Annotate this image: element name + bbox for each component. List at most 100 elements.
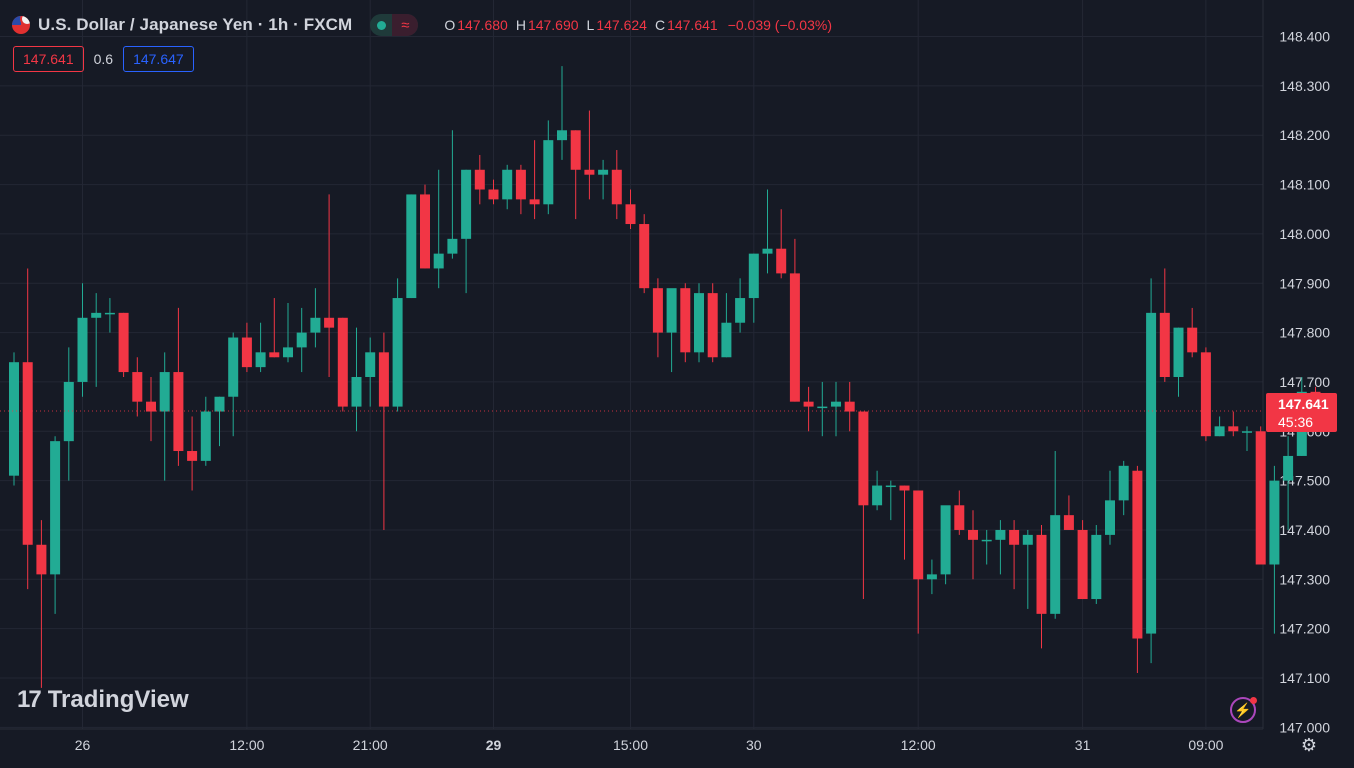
x-tick-label: 12:00 xyxy=(229,737,264,753)
sell-button[interactable]: 147.641 xyxy=(13,46,84,72)
y-tick-label: 147.100 xyxy=(1279,670,1330,686)
candle-body xyxy=(365,352,376,377)
candle-body xyxy=(146,401,156,412)
candle-body xyxy=(1036,534,1047,614)
x-tick-label: 12:00 xyxy=(901,737,936,753)
bar-countdown: 45:36 xyxy=(1278,414,1314,430)
tradingview-mark-icon: 17 xyxy=(17,686,42,713)
candle-body xyxy=(351,377,362,407)
candle-body xyxy=(173,372,184,452)
candle-body xyxy=(1187,327,1198,353)
candle-body xyxy=(515,169,526,200)
candle-body xyxy=(1091,534,1102,600)
candle-body xyxy=(1050,515,1061,614)
symbol-title[interactable]: U.S. Dollar / Japanese Yen · 1h · FXCM xyxy=(38,15,353,34)
candle-body xyxy=(748,253,759,299)
candle-body xyxy=(461,169,472,239)
market-open-icon xyxy=(370,20,392,30)
candle-body xyxy=(543,140,554,205)
candle-body xyxy=(721,322,732,358)
candle-body xyxy=(283,347,293,358)
candle-body xyxy=(735,298,746,323)
ohlc-values: O 147.680 H 147.690 L 147.624 C 147.641 −0.0… xyxy=(438,17,832,33)
y-tick-label: 147.000 xyxy=(1279,719,1330,735)
tradingview-logo[interactable]: 17 TradingView xyxy=(17,686,189,714)
y-tick-label: 147.900 xyxy=(1279,275,1330,291)
x-tick-label: 31 xyxy=(1075,737,1091,753)
candle-body xyxy=(296,332,307,348)
candle-body xyxy=(1105,500,1115,535)
candle-body xyxy=(488,189,499,200)
candle-body xyxy=(858,411,869,506)
candle-body xyxy=(1077,529,1088,600)
candle-body xyxy=(337,317,348,407)
ohlc-high: 147.690 xyxy=(527,17,579,33)
candle-body xyxy=(652,288,663,333)
ohlc-key-high: H xyxy=(515,17,526,33)
candle-body xyxy=(50,441,61,575)
y-tick-label: 147.400 xyxy=(1279,522,1330,538)
candle-body xyxy=(1214,426,1225,437)
candle-body xyxy=(200,411,211,461)
candle-body xyxy=(570,130,581,170)
candle-body xyxy=(981,539,992,542)
x-tick-label: 29 xyxy=(486,737,502,753)
candle-body xyxy=(666,288,677,333)
ohlc-key-open: O xyxy=(444,17,456,33)
candle-body xyxy=(529,199,540,205)
candle-body xyxy=(762,248,773,254)
candle-body xyxy=(817,406,828,409)
candle-body xyxy=(502,169,513,200)
candle-body xyxy=(995,529,1006,540)
x-tick-label: 26 xyxy=(75,737,91,753)
candle-body xyxy=(1118,465,1129,501)
x-tick-label: 30 xyxy=(746,737,762,753)
candle-body xyxy=(940,505,951,575)
market-status-indicator[interactable]: ≈ xyxy=(370,14,419,36)
y-tick-label: 147.700 xyxy=(1279,374,1330,390)
candle-body xyxy=(310,317,321,333)
y-tick-label: 148.200 xyxy=(1279,127,1330,143)
gear-icon[interactable]: ⚙ xyxy=(1300,734,1318,755)
candle-body xyxy=(954,505,965,530)
candle-body xyxy=(789,273,800,402)
candle-body xyxy=(36,544,47,575)
candle-body xyxy=(1132,470,1143,639)
candle-body xyxy=(899,485,910,491)
tradingview-wordmark: TradingView xyxy=(47,686,189,713)
candle-body xyxy=(707,293,718,358)
candle-body xyxy=(1022,534,1033,545)
candle-body xyxy=(776,248,787,274)
buy-button[interactable]: 147.647 xyxy=(123,46,194,72)
ohlc-key-close: C xyxy=(654,17,666,33)
candle-body xyxy=(611,169,622,205)
candle-body xyxy=(255,352,266,368)
ohlc-open: 147.680 xyxy=(457,17,508,33)
candle-body xyxy=(91,312,102,318)
candle-body xyxy=(557,130,567,141)
x-tick-label: 09:00 xyxy=(1188,737,1223,753)
candle-body xyxy=(433,253,444,269)
ohlc-key-low: L xyxy=(586,17,595,33)
last-price-value: 147.641 xyxy=(1278,396,1329,412)
candle-body xyxy=(926,574,937,580)
candle-body xyxy=(694,293,704,353)
ohlc-change: −0.039 (−0.03%) xyxy=(727,17,832,33)
y-tick-label: 147.300 xyxy=(1279,571,1330,587)
candle-body xyxy=(625,204,636,225)
candle-body xyxy=(324,317,335,328)
lightning-alert-icon[interactable]: ⚡ xyxy=(1230,697,1257,723)
candle-body xyxy=(913,490,924,580)
candle-body xyxy=(831,401,841,407)
candle-body xyxy=(872,485,883,506)
candle-body xyxy=(968,529,978,540)
candle-body xyxy=(1173,327,1184,377)
y-tick-label: 148.400 xyxy=(1279,29,1330,45)
y-tick-label: 148.100 xyxy=(1279,177,1330,193)
candle-body xyxy=(77,317,88,382)
candle-body xyxy=(1228,426,1239,432)
spread-value: 0.6 xyxy=(93,51,114,67)
wave-icon: ≈ xyxy=(392,14,419,36)
chart-header: U.S. Dollar / Japanese Yen · 1h · FXCM ≈… xyxy=(12,12,832,38)
